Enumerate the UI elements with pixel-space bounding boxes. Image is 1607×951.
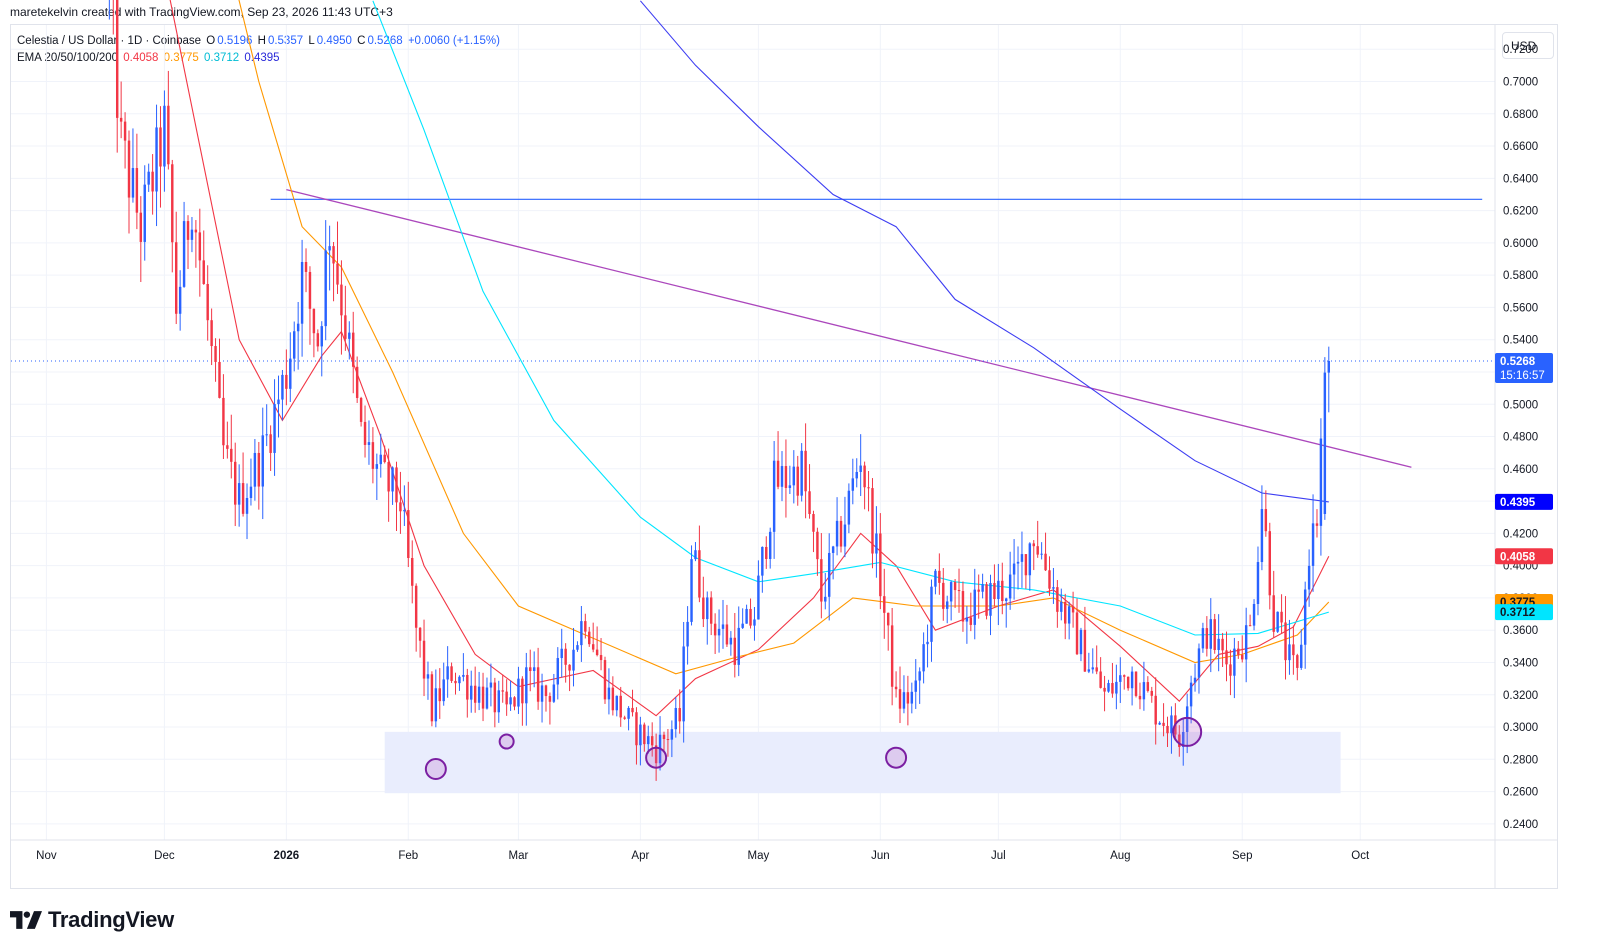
open-label: O [206, 35, 216, 47]
chart-frame [10, 24, 1558, 889]
close-label: C [357, 35, 366, 47]
open-value: 0.5196 [217, 35, 253, 47]
author-line: maretekelvin created with TradingView.co… [10, 5, 393, 19]
currency-button[interactable]: USD [1502, 32, 1554, 59]
low-label: L [308, 35, 315, 47]
ema50-value: 0.3775 [163, 52, 199, 64]
brand-name: TradingView [48, 907, 174, 932]
ema200-value: 0.4395 [244, 52, 280, 64]
change-value: +0.0060 (+1.15%) [407, 35, 500, 47]
symbol-legend[interactable]: Celestia / US Dollar · 1D · Coinbase O 0.… [17, 35, 502, 47]
ema-label: EMA 20/50/100/200 [17, 52, 119, 64]
high-value: 0.5357 [267, 35, 304, 47]
low-value: 0.4950 [316, 35, 352, 47]
symbol-name: Celestia / US Dollar · 1D · Coinbase [17, 35, 202, 47]
tradingview-logo-icon [10, 911, 42, 929]
tradingview-logo[interactable]: TradingView [10, 907, 174, 933]
currency-label: USD [1511, 38, 1537, 53]
ema100-value: 0.3712 [204, 52, 240, 64]
close-value: 0.5268 [367, 35, 403, 47]
high-label: H [257, 35, 266, 47]
ema20-value: 0.4058 [123, 52, 159, 64]
ema-legend[interactable]: EMA 20/50/100/200 0.4058 0.3775 0.3712 0… [17, 52, 282, 64]
